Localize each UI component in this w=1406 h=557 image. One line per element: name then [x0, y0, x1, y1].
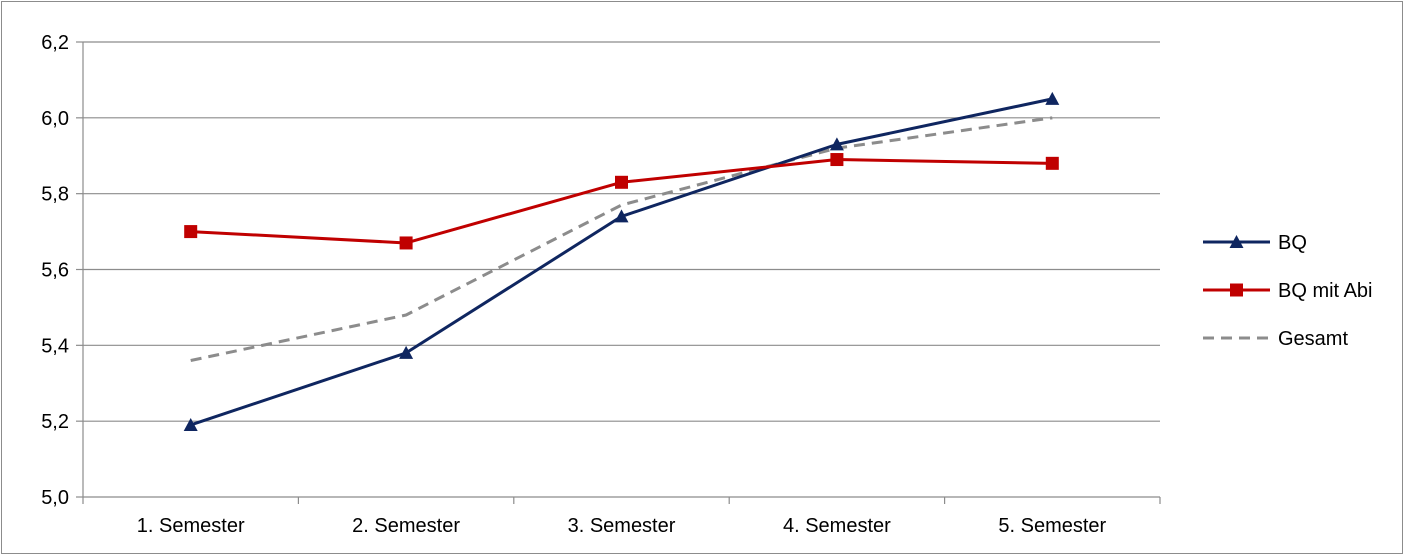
x-tick-label: 1. Semester	[137, 515, 245, 537]
y-tick-label: 5,8	[41, 184, 69, 206]
data-point	[1045, 91, 1060, 105]
legend-label: Gesamt	[1278, 328, 1348, 350]
legend-marker	[1230, 283, 1243, 297]
axes	[76, 41, 1161, 504]
data-point	[615, 175, 628, 189]
legend-item: BQ mit Abi	[1203, 280, 1372, 302]
series-line	[190, 116, 1053, 362]
x-tick-label: 4. Semester	[783, 515, 891, 537]
x-tick-label: 2. Semester	[352, 515, 460, 537]
data-point	[1045, 156, 1059, 170]
legend-item: Gesamt	[1203, 328, 1348, 350]
data-point	[184, 225, 198, 239]
data-point	[183, 417, 198, 431]
series-gesamt	[190, 116, 1053, 362]
legend-marker	[1229, 235, 1244, 248]
series-bq-mit-abi	[184, 153, 1059, 250]
data-point	[614, 209, 629, 223]
legend-label: BQ	[1278, 232, 1307, 254]
data-point	[399, 236, 413, 250]
legend-item: BQ	[1203, 232, 1307, 254]
series-line	[190, 97, 1053, 427]
y-tick-label: 5,2	[41, 411, 69, 433]
data-point	[399, 345, 414, 359]
data-point	[829, 137, 844, 151]
series-line	[190, 158, 1053, 245]
data-series	[183, 91, 1060, 431]
series-bq	[183, 91, 1060, 431]
y-axis-tick-labels: 5,0 5,2 5,4 5,6 5,8 6,0 6,2	[41, 32, 69, 509]
legend-label: BQ mit Abi	[1278, 280, 1372, 302]
y-tick-label: 6,0	[41, 108, 69, 130]
y-tick-label: 5,4	[41, 335, 69, 357]
y-tick-label: 5,6	[41, 260, 69, 282]
legend: BQ BQ mit Abi Gesamt	[1203, 232, 1372, 350]
data-point	[830, 153, 844, 167]
x-tick-label: 3. Semester	[568, 515, 676, 537]
x-axis-tick-labels: 1. Semester 2. Semester 3. Semester 4. Seme…	[137, 515, 1107, 537]
x-tick-label: 5. Semester	[998, 515, 1106, 537]
grid-lines	[83, 41, 1160, 422]
y-tick-label: 6,2	[41, 32, 69, 54]
y-tick-label: 5,0	[41, 487, 69, 509]
